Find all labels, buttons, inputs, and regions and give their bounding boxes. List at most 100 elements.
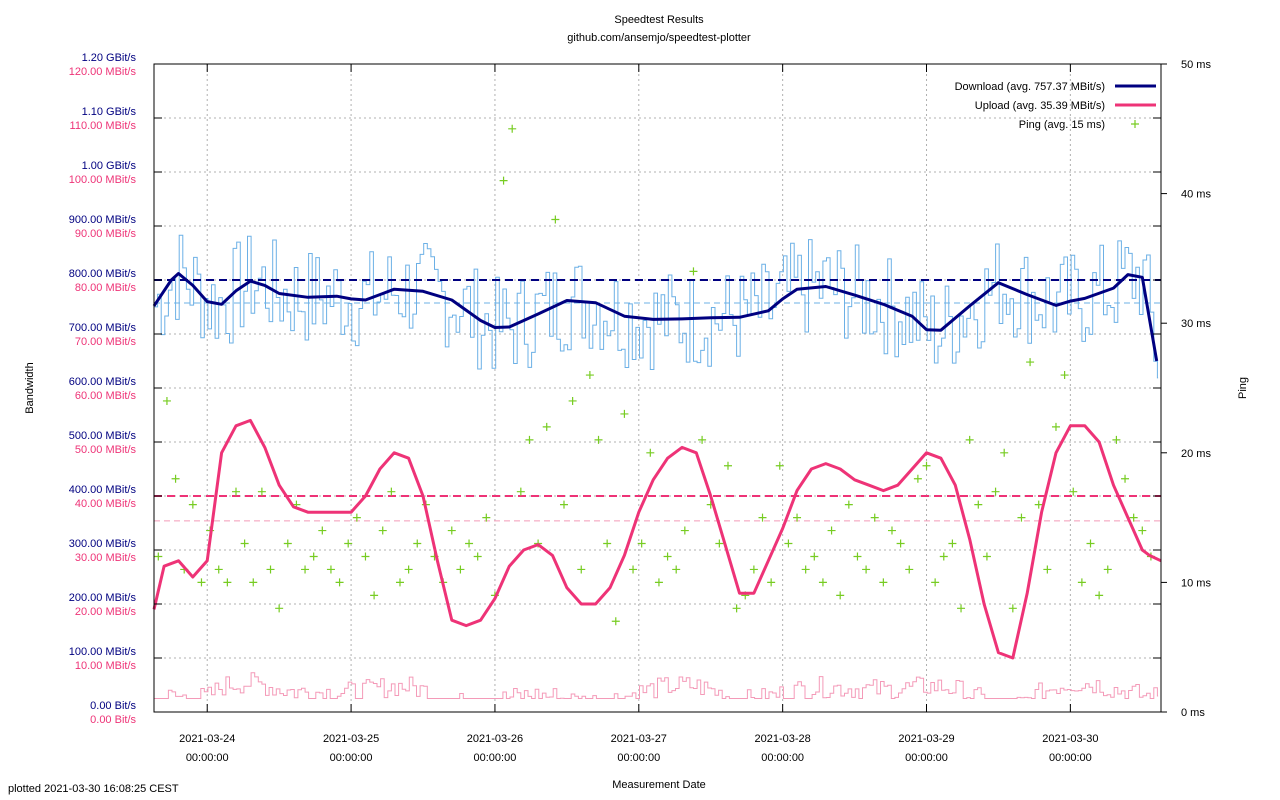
- x-tick-label-date: 2021-03-26: [467, 733, 523, 745]
- ping-point: [767, 578, 776, 587]
- ping-point: [559, 500, 568, 509]
- x-tick-label-time: 00:00:00: [761, 752, 804, 764]
- ping-point: [689, 267, 698, 276]
- ping-point: [508, 124, 517, 133]
- ping-point: [266, 565, 275, 574]
- y-tick-label-upload: 110.00 MBit/s: [70, 120, 137, 132]
- y-tick-label-upload: 30.00 MBit/s: [75, 552, 137, 564]
- ping-point: [594, 435, 603, 444]
- ping-point: [646, 448, 655, 457]
- ping-point: [318, 526, 327, 535]
- ping-point: [551, 215, 560, 224]
- y-tick-label-upload: 80.00 MBit/s: [75, 282, 137, 294]
- ping-point: [982, 552, 991, 561]
- x-tick-label-time: 00:00:00: [186, 752, 229, 764]
- y-tick-label-download: 300.00 MBit/s: [69, 538, 137, 550]
- ping-point: [223, 578, 232, 587]
- ping-point: [585, 371, 594, 380]
- ping-point: [853, 552, 862, 561]
- ping-point: [991, 487, 1000, 496]
- ping-point: [447, 526, 456, 535]
- y-tick-label-upload: 100.00 MBit/s: [69, 174, 137, 186]
- ping-points: [154, 124, 1155, 626]
- y-tick-label-download: 1.10 GBit/s: [82, 106, 137, 118]
- ping-point: [275, 604, 284, 613]
- y2-tick-label: 10 ms: [1181, 577, 1211, 589]
- y2-tick-label: 30 ms: [1181, 318, 1211, 330]
- ping-point: [525, 435, 534, 444]
- ping-point: [844, 500, 853, 509]
- y-tick-label-download: 700.00 MBit/s: [69, 322, 137, 334]
- ping-point: [309, 552, 318, 561]
- ping-point: [1112, 435, 1121, 444]
- y2-axis-label: Ping: [1237, 377, 1249, 399]
- ping-point: [301, 565, 310, 574]
- ping-point: [283, 539, 292, 548]
- grid-lines: [154, 64, 1161, 712]
- ping-point: [361, 552, 370, 561]
- y-axis-label: Bandwidth: [24, 362, 36, 413]
- x-tick-label-date: 2021-03-30: [1042, 733, 1098, 745]
- ping-point: [326, 565, 335, 574]
- ping-point: [715, 539, 724, 548]
- ping-point: [603, 539, 612, 548]
- ping-point: [568, 396, 577, 405]
- y-tick-label-download: 900.00 MBit/s: [69, 214, 137, 226]
- ping-point: [1043, 565, 1052, 574]
- ping-point: [352, 513, 361, 522]
- y-tick-label-upload: 40.00 MBit/s: [75, 498, 137, 510]
- ping-point: [922, 461, 931, 470]
- ping-point: [1138, 526, 1147, 535]
- ping-point: [482, 513, 491, 522]
- y-tick-label-upload: 20.00 MBit/s: [75, 606, 137, 618]
- raw-measurements: [154, 234, 1159, 699]
- ping-point: [870, 513, 879, 522]
- reference-lines: [154, 279, 1161, 522]
- y-tick-label-download: 0.00 Bit/s: [90, 700, 136, 712]
- y-axis-ticks: 0.00 Bit/s 0.00 Bit/s 100.00 MBit/s 10.00 M…: [69, 52, 1161, 726]
- y-tick-label-download: 100.00 MBit/s: [69, 646, 137, 658]
- ping-point: [793, 513, 802, 522]
- ping-point: [162, 396, 171, 405]
- x-tick-label-time: 00:00:00: [905, 752, 948, 764]
- ping-point: [810, 552, 819, 561]
- upload-raw-trace: [154, 672, 1159, 699]
- x-tick-label-time: 00:00:00: [330, 752, 373, 764]
- ping-point: [516, 487, 525, 496]
- ping-point: [948, 539, 957, 548]
- ping-point: [473, 552, 482, 561]
- y-tick-label-upload: 120.00 MBit/s: [69, 66, 137, 78]
- ping-point: [887, 526, 896, 535]
- ping-point: [1077, 578, 1086, 587]
- ping-point: [629, 565, 638, 574]
- legend: Download (avg. 757.37 MBit/s) Upload (avg…: [955, 81, 1156, 131]
- y2-tick-label: 40 ms: [1181, 189, 1211, 201]
- ping-point: [542, 422, 551, 431]
- ping-point: [1008, 604, 1017, 613]
- ping-point: [456, 565, 465, 574]
- y-tick-label-upload: 50.00 MBit/s: [75, 444, 137, 456]
- ping-point: [1121, 474, 1130, 483]
- x-axis-ticks: 2021-03-24 00:00:00 2021-03-25 00:00:00 2021…: [179, 64, 1099, 764]
- ping-point: [1086, 539, 1095, 548]
- x-tick-label-date: 2021-03-24: [179, 733, 235, 745]
- ping-point: [939, 552, 948, 561]
- ping-point: [698, 435, 707, 444]
- x-tick-label-time: 00:00:00: [617, 752, 660, 764]
- ping-point: [1103, 565, 1112, 574]
- y-tick-label-upload: 0.00 Bit/s: [90, 714, 136, 726]
- ping-point: [1000, 448, 1009, 457]
- ping-point: [862, 565, 871, 574]
- ping-point: [680, 526, 689, 535]
- ping-point: [1060, 371, 1069, 380]
- x-tick-label-time: 00:00:00: [474, 752, 517, 764]
- ping-point: [154, 552, 163, 561]
- ping-point: [905, 565, 914, 574]
- ping-point: [171, 474, 180, 483]
- ping-point: [1026, 358, 1035, 367]
- y-tick-label-download: 400.00 MBit/s: [69, 484, 137, 496]
- y-tick-label-upload: 60.00 MBit/s: [75, 390, 137, 402]
- y-tick-label-download: 800.00 MBit/s: [69, 268, 137, 280]
- y-tick-label-upload: 90.00 MBit/s: [75, 228, 137, 240]
- y2-tick-label: 50 ms: [1181, 59, 1211, 71]
